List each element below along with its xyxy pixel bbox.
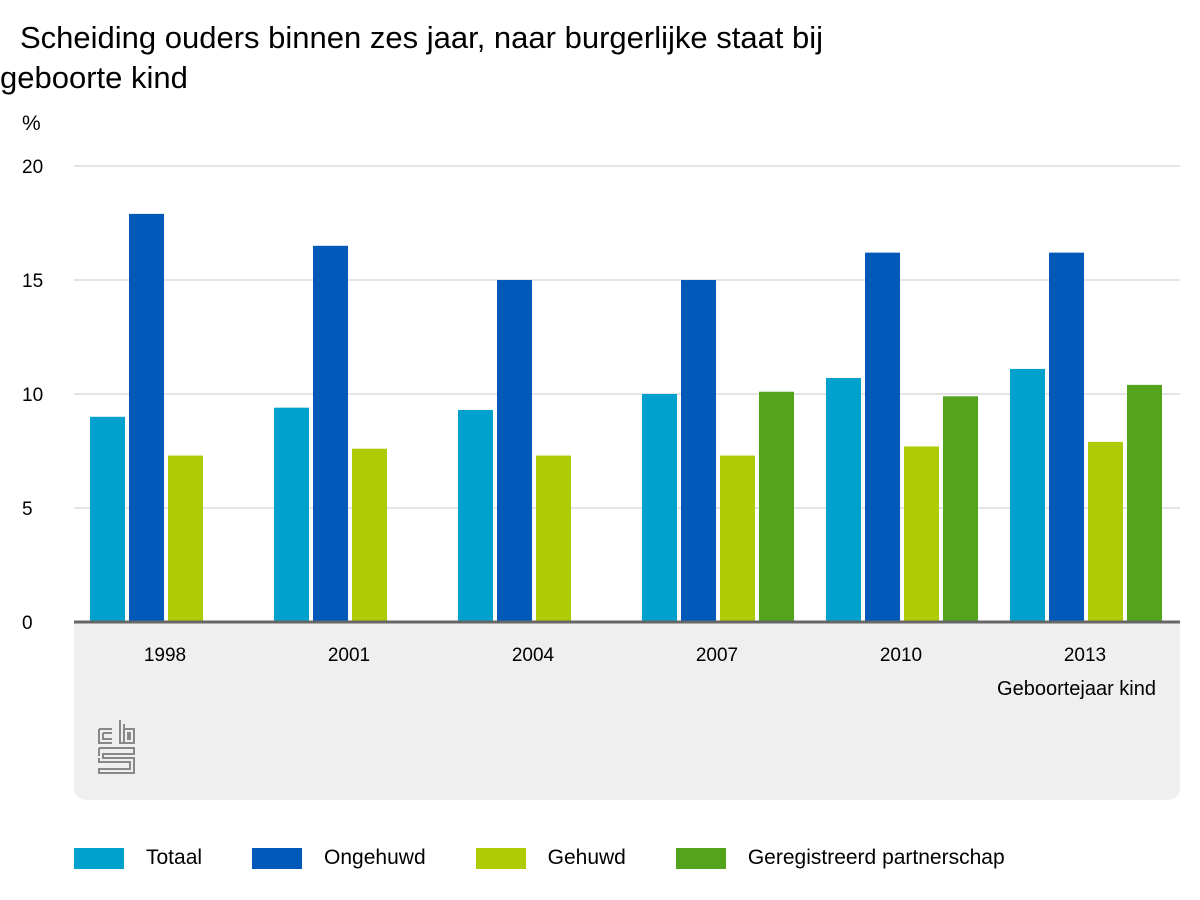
cbs-logo	[98, 720, 135, 774]
legend-item: Ongehuwd	[252, 846, 426, 870]
bar-ongehuwd	[129, 213, 164, 622]
bar-totaal	[1010, 368, 1045, 622]
bar-geregistreerd-partnerschap	[759, 391, 794, 622]
bar-ongehuwd	[1049, 252, 1084, 622]
legend-label: Geregistreerd partnerschap	[747, 846, 1005, 869]
legend-swatch	[74, 847, 124, 869]
bar-totaal	[90, 416, 125, 622]
y-tick-label: 5	[22, 499, 33, 520]
legend-label: Gehuwd	[547, 846, 626, 869]
bar-gehuwd	[352, 448, 387, 622]
y-tick-label: 10	[22, 385, 43, 406]
y-axis-label: %	[22, 112, 41, 135]
y-tick-label: 20	[22, 157, 43, 178]
bar-geregistreerd-partnerschap	[1127, 384, 1162, 622]
bar-totaal	[458, 409, 493, 622]
bar-totaal	[642, 394, 677, 622]
bar-geregistreerd-partnerschap	[943, 396, 978, 622]
legend-label: Totaal	[146, 846, 203, 869]
bar-gehuwd	[904, 446, 939, 622]
bar-totaal	[274, 407, 309, 622]
legend-swatch	[675, 847, 726, 869]
x-tick-label: 2001	[328, 645, 370, 666]
x-tick-label: 2010	[880, 645, 922, 666]
legend-swatch	[252, 847, 303, 869]
legend-swatch	[475, 847, 526, 869]
x-tick-label: 2004	[512, 645, 555, 666]
x-tick-label: 2013	[1064, 645, 1106, 666]
y-tick-label: 0	[22, 613, 33, 634]
bar-totaal	[826, 378, 861, 622]
x-tick-label: 1998	[144, 645, 186, 666]
bar-gehuwd	[1088, 441, 1123, 622]
chart-title: Scheiding ouders binnen zes jaar, naar b…	[0, 20, 824, 95]
bar-ongehuwd	[681, 280, 716, 622]
bar-ongehuwd	[313, 245, 348, 623]
bar-gehuwd	[168, 455, 203, 622]
bar-ongehuwd	[865, 252, 900, 622]
x-axis-label: Geboortejaar kind	[997, 678, 1156, 700]
y-tick-label: 15	[22, 271, 43, 292]
bar-gehuwd	[720, 455, 755, 622]
bar-ongehuwd	[497, 280, 532, 622]
legend: Totaal Ongehuwd Gehuwd Geregistreerd partne…	[74, 846, 1055, 870]
bar-gehuwd	[536, 455, 571, 622]
legend-label: Ongehuwd	[324, 846, 426, 869]
x-tick-label: 2007	[696, 645, 738, 666]
legend-item: Totaal	[74, 846, 202, 870]
legend-item: Gehuwd	[475, 846, 626, 870]
legend-item: Geregistreerd partnerschap	[675, 846, 1005, 870]
x-axis-panel	[74, 622, 1180, 800]
